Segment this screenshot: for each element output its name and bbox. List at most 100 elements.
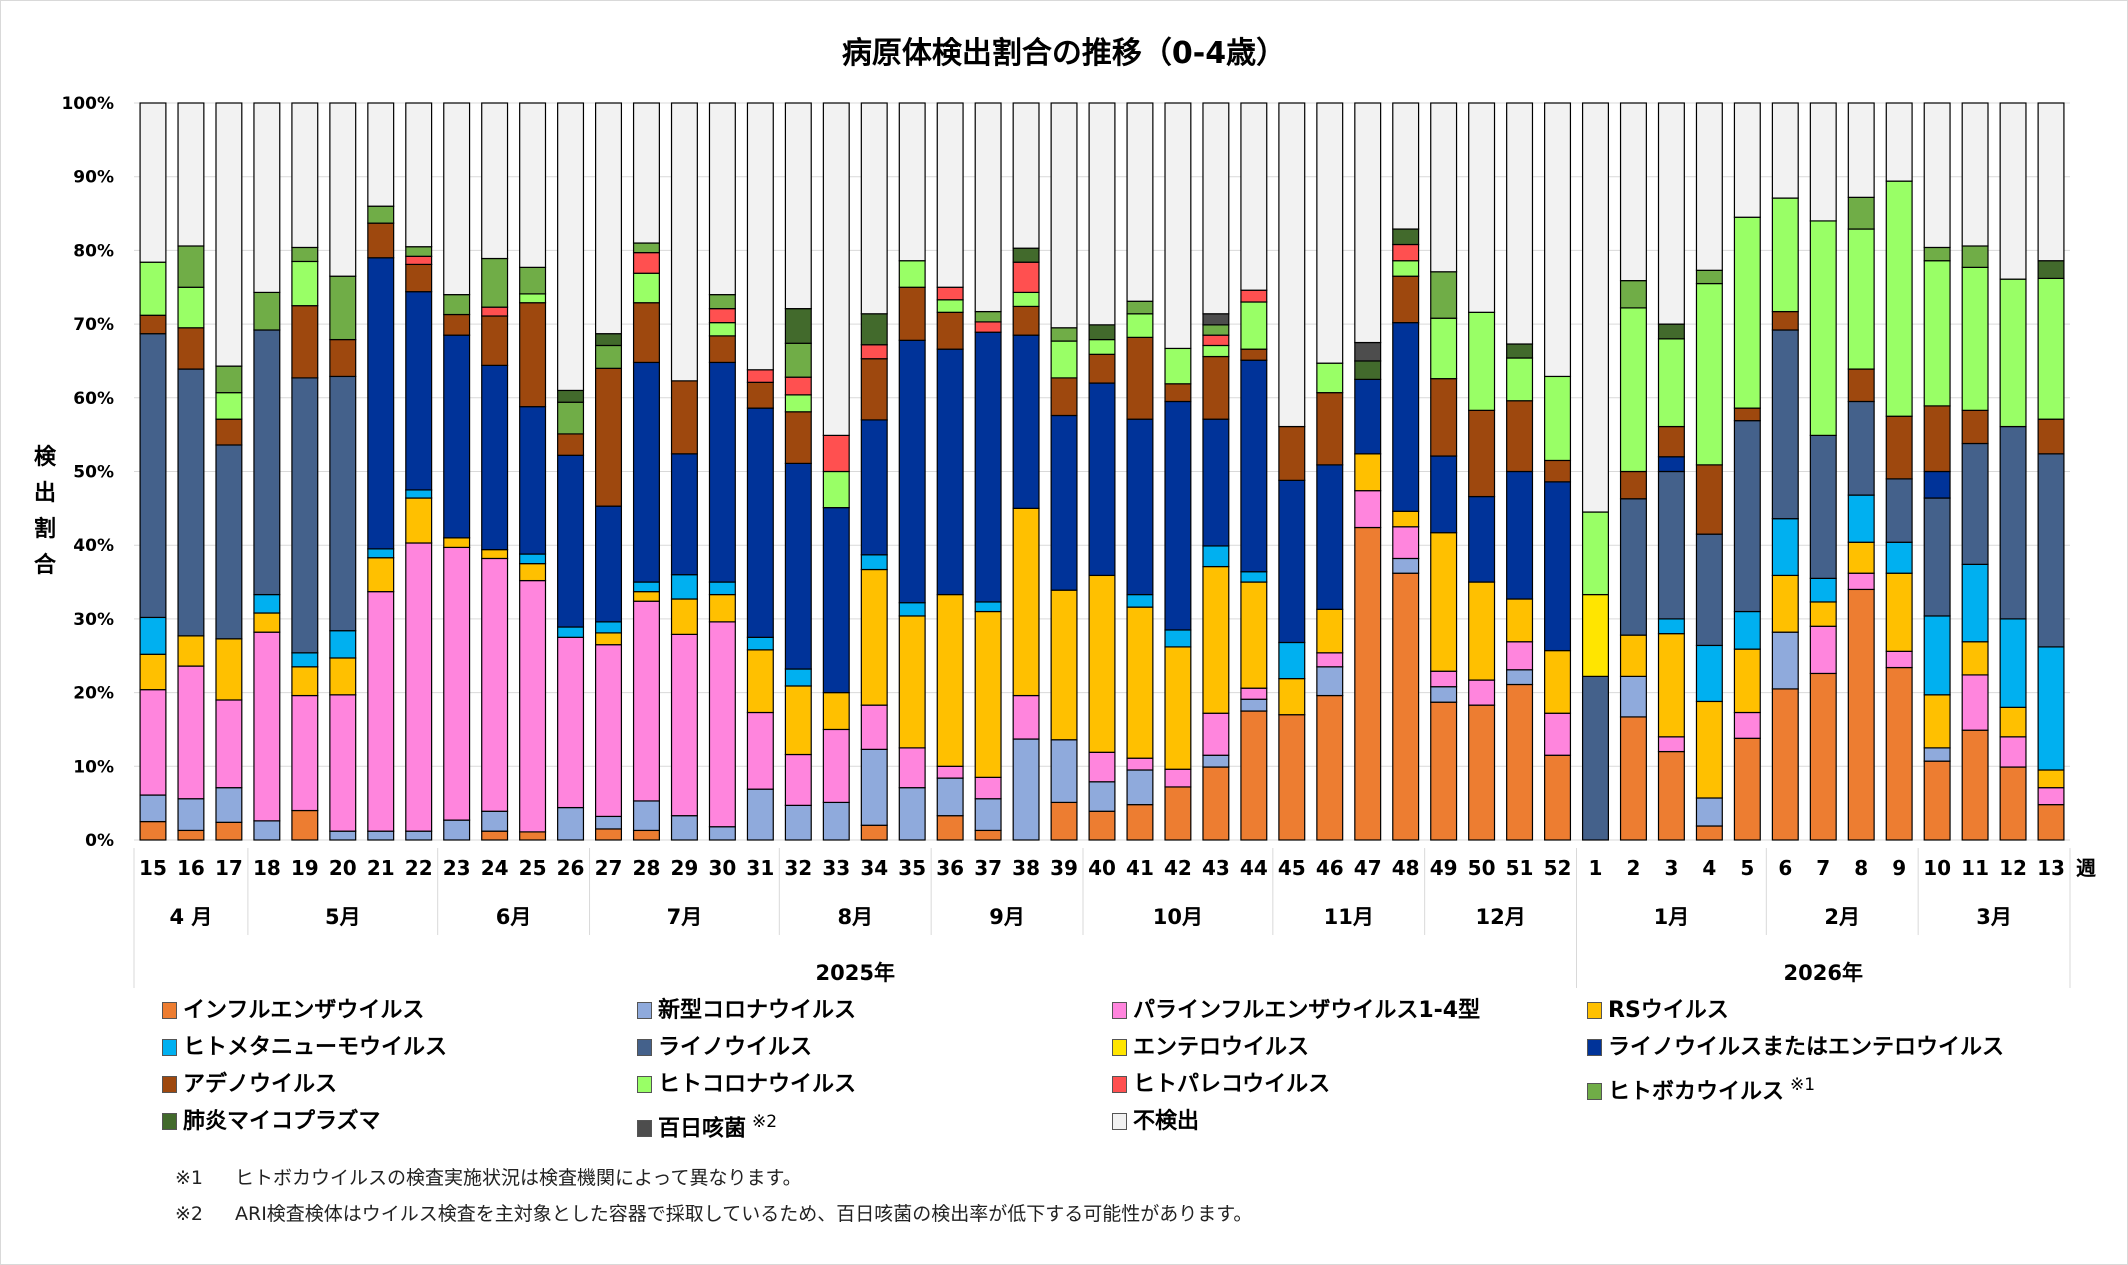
legend-label: インフルエンザウイルス [183,998,425,1023]
bar-segment [557,454,585,628]
bar-segment [1885,180,1913,417]
bar-segment [1354,360,1382,380]
bar-week-49 [1430,102,1458,841]
bar-segment [1961,641,1989,676]
bar-segment [177,635,205,667]
bar-segment [1809,434,1837,579]
x-axis: 15 16 17 18 19 20 21 22 23 24 25 26 27 28 29 30 31 32 33 34… [133,848,2096,988]
bar-segment [898,260,926,288]
bar-segment [1847,588,1875,841]
bar-segment [1771,310,1799,331]
bar-segment [974,798,1002,832]
bar-week-26 [557,102,585,841]
bar-segment [822,102,850,436]
bar-segment [519,293,547,304]
bar-segment [1050,414,1078,591]
legend-label: 肺炎マイコプラズマ [183,1109,381,1134]
bar-segment [291,260,319,307]
bar-segment [1088,382,1116,577]
bar-segment [1923,760,1951,841]
bar-week-52 [1544,102,1572,841]
bar-segment [291,305,319,379]
bar-segment [1506,470,1534,600]
bar-segment [1999,706,2027,738]
bar-segment [1468,311,1496,411]
y-axis-label: 検出割合 [30,440,60,584]
bar-segment [2037,453,2065,648]
bar-segment [936,348,964,596]
bar-segment [253,820,281,841]
bar-week-13 [2037,102,2065,841]
bar-segment [974,102,1002,313]
bar-segment [1544,649,1572,714]
bar-week-2 [1619,102,1647,841]
bar-segment [1961,729,1989,841]
bar-segment [1657,618,1685,635]
bar-segment [1392,510,1420,528]
bar-segment [557,102,585,392]
bar-week-45 [1278,102,1306,841]
bar-segment [1354,526,1382,841]
y-tick-label: 70% [73,315,114,335]
legend-item: アデノウイルス [162,1070,337,1100]
bar-segment [1771,329,1799,520]
bar-segment [329,275,357,341]
bar-segment [2037,277,2065,420]
bar-week-1 [1581,102,1609,841]
bar-week-36 [936,102,964,841]
bar-segment [632,102,660,244]
bar-segment [1771,197,1799,313]
bar-segment [1809,625,1837,675]
x-tick-label: 33 [822,856,850,880]
bar-segment [329,102,357,277]
x-tick-label: 20 [329,856,357,880]
legend-label: ヒトメタニューモウイルス [183,1035,448,1060]
bar-segment [595,102,623,335]
bar-segment [405,542,433,832]
x-tick-label: 28 [633,856,661,880]
bar-segment [329,630,357,659]
bar-segment [1771,688,1799,841]
bar-segment [1468,409,1496,498]
bar-segment [1202,355,1230,420]
bar-segment [708,294,736,310]
bar-segment [1885,478,1913,543]
y-tick-label: 80% [73,241,114,261]
bar-segment [1164,102,1192,350]
bar-segment [443,102,471,296]
bar-segment [2037,260,2065,280]
bar-segment [1088,810,1116,841]
bar-segment [1581,593,1609,677]
bar-segment [1316,464,1344,610]
bar-segment [860,344,888,360]
bar-segment [898,339,926,604]
y-tick-label: 50% [73,463,114,483]
bar-segment [215,418,243,446]
bar-segment [1164,347,1192,385]
bar-segment [139,333,167,619]
bar-segment [1012,291,1040,308]
bar-segment [1506,683,1534,841]
bar-segment [1506,400,1534,473]
bar-segment [215,392,243,420]
bar-segment [1506,641,1534,671]
bar-segment [1923,260,1951,407]
x-tick-label: 27 [595,856,623,880]
bar-week-40 [1088,102,1116,841]
x-tick-label: 31 [746,856,774,880]
bar-segment [1316,666,1344,697]
bar-segment [1392,275,1420,324]
bar-segment [2037,418,2065,455]
bar-segment [443,819,471,841]
month-label: 8月 [837,905,873,929]
month-label: 4 月 [169,905,212,929]
bar-segment [1202,565,1230,714]
bar-segment [936,777,964,817]
bar-week-47 [1354,102,1382,841]
x-tick-label: 36 [936,856,964,880]
bar-segment [1240,710,1268,841]
bar-segment [632,591,660,602]
bar-segment [405,489,433,499]
bar-segment [443,546,471,821]
legend-label: ライノウイルス [658,1035,813,1060]
